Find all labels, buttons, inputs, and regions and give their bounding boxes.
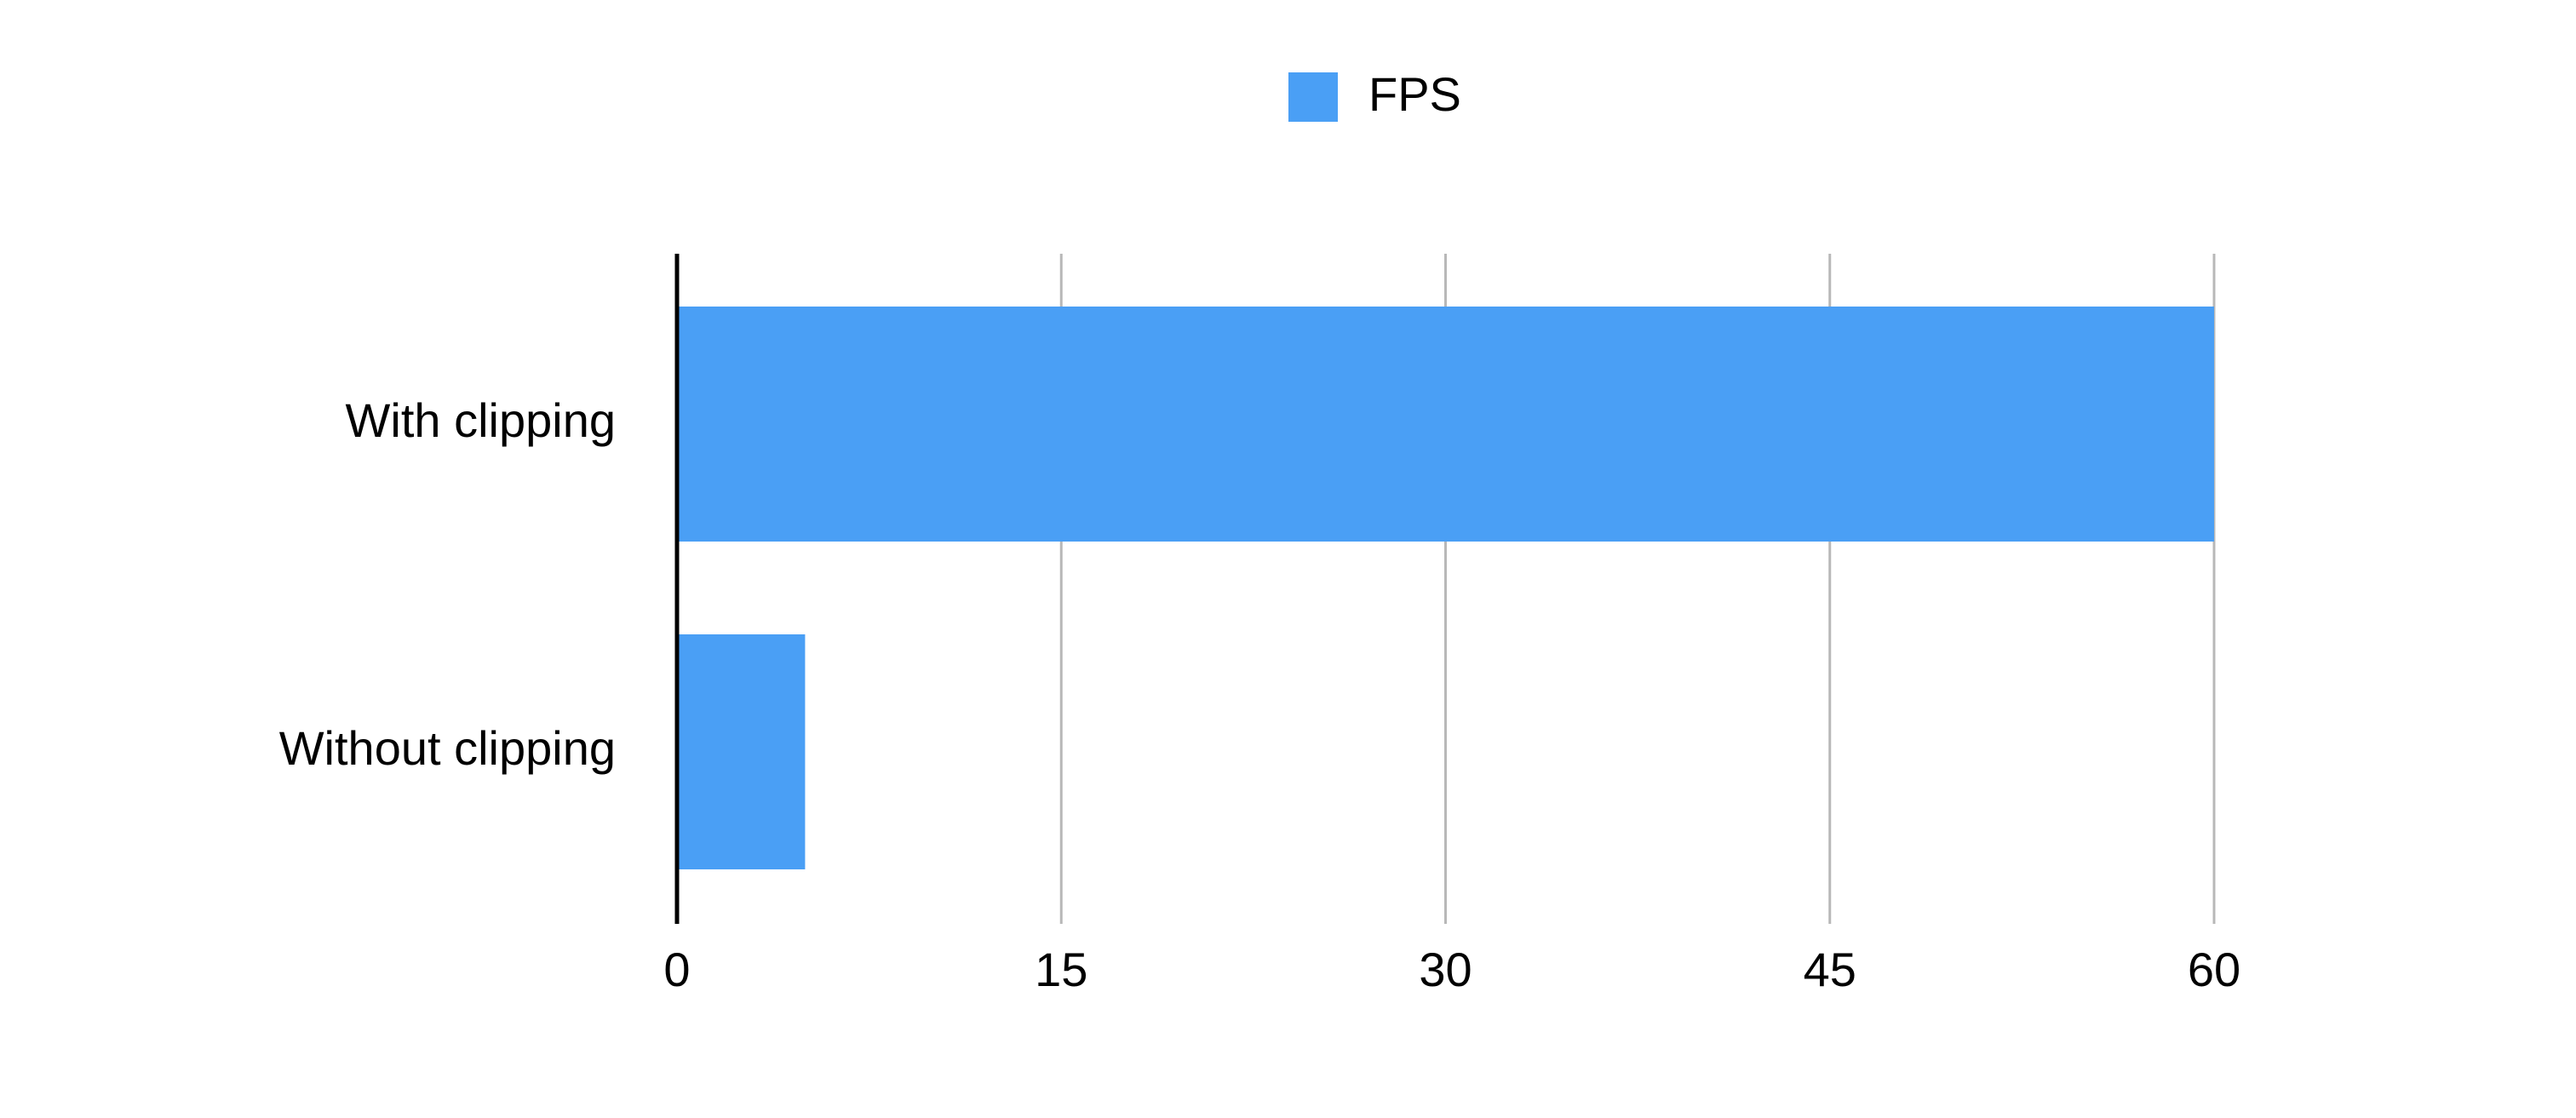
category-label: With clipping: [346, 393, 616, 447]
tick-labels: 0 15 30 45 60 With clipping Without clipping: [279, 393, 2240, 996]
category-label: Without clipping: [279, 721, 616, 775]
legend-label-fps: FPS: [1368, 67, 1461, 121]
legend: FPS: [1288, 67, 1461, 122]
bars: [677, 307, 2214, 869]
x-tick-label: 60: [2188, 943, 2240, 996]
x-tick-label: 30: [1419, 943, 1472, 996]
x-tick-label: 0: [663, 943, 690, 996]
x-tick-label: 15: [1035, 943, 1087, 996]
bar-with-clipping: [677, 307, 2214, 542]
legend-swatch-fps: [1288, 72, 1338, 122]
x-tick-label: 45: [1804, 943, 1856, 996]
bar-without-clipping: [677, 634, 806, 869]
